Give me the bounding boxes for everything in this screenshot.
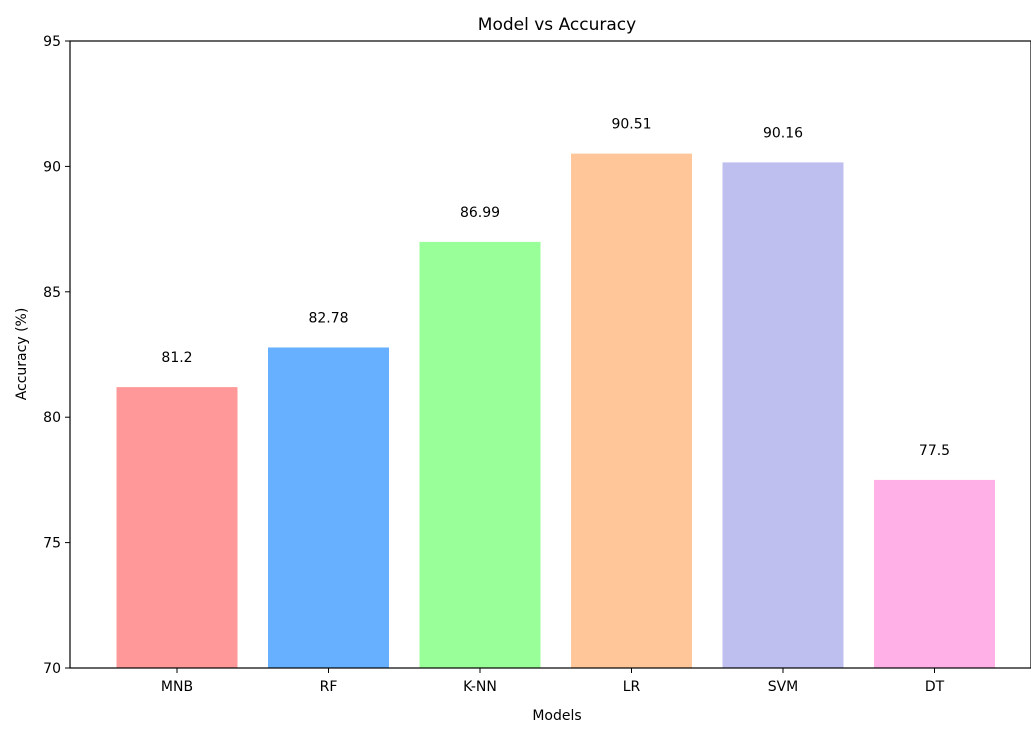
data-label-dt: 77.5 bbox=[919, 443, 950, 459]
data-label-rf: 82.78 bbox=[308, 310, 348, 326]
bar-mnb bbox=[116, 387, 238, 668]
x-axis-label: Models bbox=[532, 708, 581, 724]
data-label-lr: 90.51 bbox=[611, 117, 651, 133]
y-axis-ticks: 70 75 80 85 90 95 bbox=[43, 34, 70, 677]
chart-title: Model vs Accuracy bbox=[478, 15, 636, 35]
plot-frame bbox=[69, 40, 1031, 669]
x-tick-label-svm: SVM bbox=[768, 679, 799, 695]
x-tick-label-dt: DT bbox=[925, 679, 945, 695]
bars-group bbox=[116, 153, 995, 669]
data-label-svm: 90.16 bbox=[763, 125, 803, 141]
y-tick-label-95: 95 bbox=[43, 34, 61, 50]
y-tick-label-70: 70 bbox=[43, 661, 61, 677]
bar-svm bbox=[722, 162, 844, 668]
bar-k-nn bbox=[419, 241, 541, 668]
bar-lr bbox=[571, 153, 692, 669]
y-tick-label-90: 90 bbox=[43, 159, 61, 175]
x-tick-label-k-nn: K-NN bbox=[463, 679, 497, 695]
x-tick-label-mnb: MNB bbox=[161, 679, 193, 695]
data-labels-group: 81.2 82.78 86.99 90.51 90.16 77.5 bbox=[161, 117, 950, 459]
x-axis-ticks: MNB RF K-NN LR SVM DT bbox=[161, 668, 945, 695]
bar-rf bbox=[268, 347, 389, 668]
data-label-k-nn: 86.99 bbox=[460, 205, 500, 221]
y-tick-label-80: 80 bbox=[43, 410, 61, 426]
data-label-mnb: 81.2 bbox=[161, 350, 192, 366]
x-tick-label-lr: LR bbox=[623, 679, 641, 695]
x-tick-label-rf: RF bbox=[320, 679, 338, 695]
y-axis-label: Accuracy (%) bbox=[14, 308, 30, 401]
y-tick-label-75: 75 bbox=[43, 536, 61, 552]
y-tick-label-85: 85 bbox=[43, 285, 61, 301]
bar-dt bbox=[874, 479, 995, 668]
